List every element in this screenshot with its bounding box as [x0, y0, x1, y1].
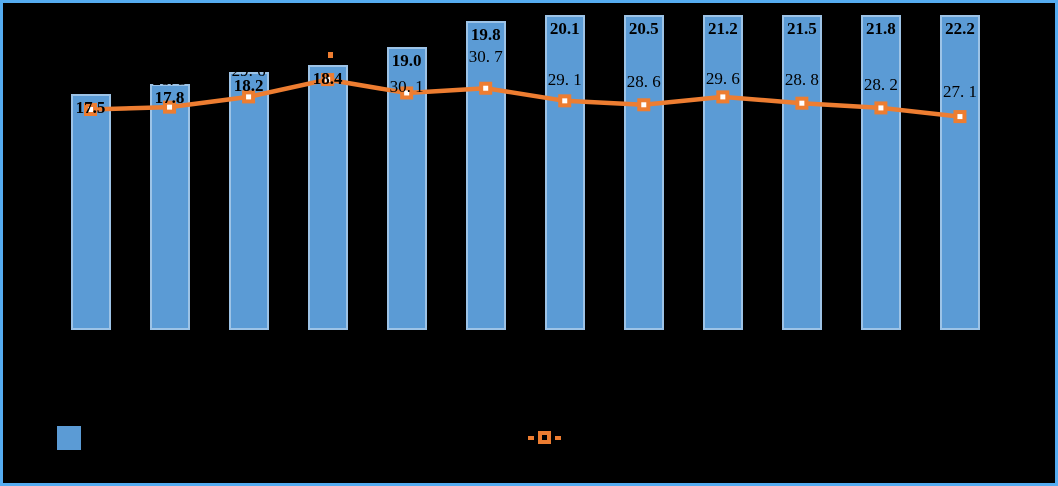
line-value-label: 29. 6 [231, 60, 266, 80]
bar-value-label: 21.5 [786, 19, 817, 38]
bar-value-label: 18.4 [312, 69, 343, 89]
bar [228, 71, 269, 330]
bar-value-label: 21.2 [707, 19, 738, 38]
bar [702, 15, 743, 330]
line-point-marker-core [799, 100, 805, 106]
bar-value-label: 20.5 [628, 19, 659, 38]
bar [70, 93, 111, 330]
line-point-marker-core [720, 94, 726, 100]
line-point-marker-core [246, 94, 252, 100]
bar [781, 15, 822, 330]
bar [623, 15, 664, 330]
line-point-marker-core [167, 104, 173, 110]
line-value-label: 30. 7 [468, 47, 503, 67]
trend-line [90, 77, 961, 119]
line-value-label: 27. 1 [942, 81, 977, 101]
bar-value-label: 21.8 [866, 19, 896, 38]
bar-value-label: 22.2 [945, 19, 975, 38]
line-point-marker-core [88, 107, 93, 112]
bar [465, 21, 506, 330]
line-value-label: 28. 2 [863, 74, 898, 94]
bar [939, 15, 980, 330]
bar-value-label: 19.8 [470, 25, 501, 45]
bar [544, 15, 585, 330]
bar-value-label: 18.2 [233, 75, 264, 95]
bar [149, 84, 190, 330]
line-value-label: 30. 1 [389, 76, 424, 96]
line-value-label: 29. 1 [547, 69, 582, 89]
label-leader-line [328, 52, 333, 58]
bar-value-label: 20.1 [549, 19, 580, 38]
legend-line-dash [528, 436, 534, 440]
line-point-marker-core [325, 77, 331, 83]
line-point-marker-core [562, 98, 568, 104]
bar-value-label: 19.0 [391, 50, 422, 70]
line-value-label: 28. 3 [152, 70, 187, 90]
line-value-label: 28. 8 [784, 70, 819, 90]
line-point-marker-core [483, 85, 489, 91]
bar-value-label: 17.8 [154, 88, 185, 108]
bar-value-label: 17.5 [75, 97, 106, 117]
line-point-marker-core [404, 90, 410, 96]
legend-bar-swatch [57, 426, 81, 450]
bar [307, 65, 348, 330]
line-value-label: 28. 6 [626, 71, 661, 91]
bar [860, 15, 901, 330]
legend-line-marker [538, 431, 551, 444]
line-point-marker-core [878, 105, 884, 111]
legend-line-dash [555, 436, 561, 440]
line-point-marker-core [957, 114, 963, 120]
line-value-label: 31. 8 [310, 49, 345, 69]
line-point-marker-core [641, 102, 647, 108]
line-value-label: 29. 6 [705, 68, 740, 88]
